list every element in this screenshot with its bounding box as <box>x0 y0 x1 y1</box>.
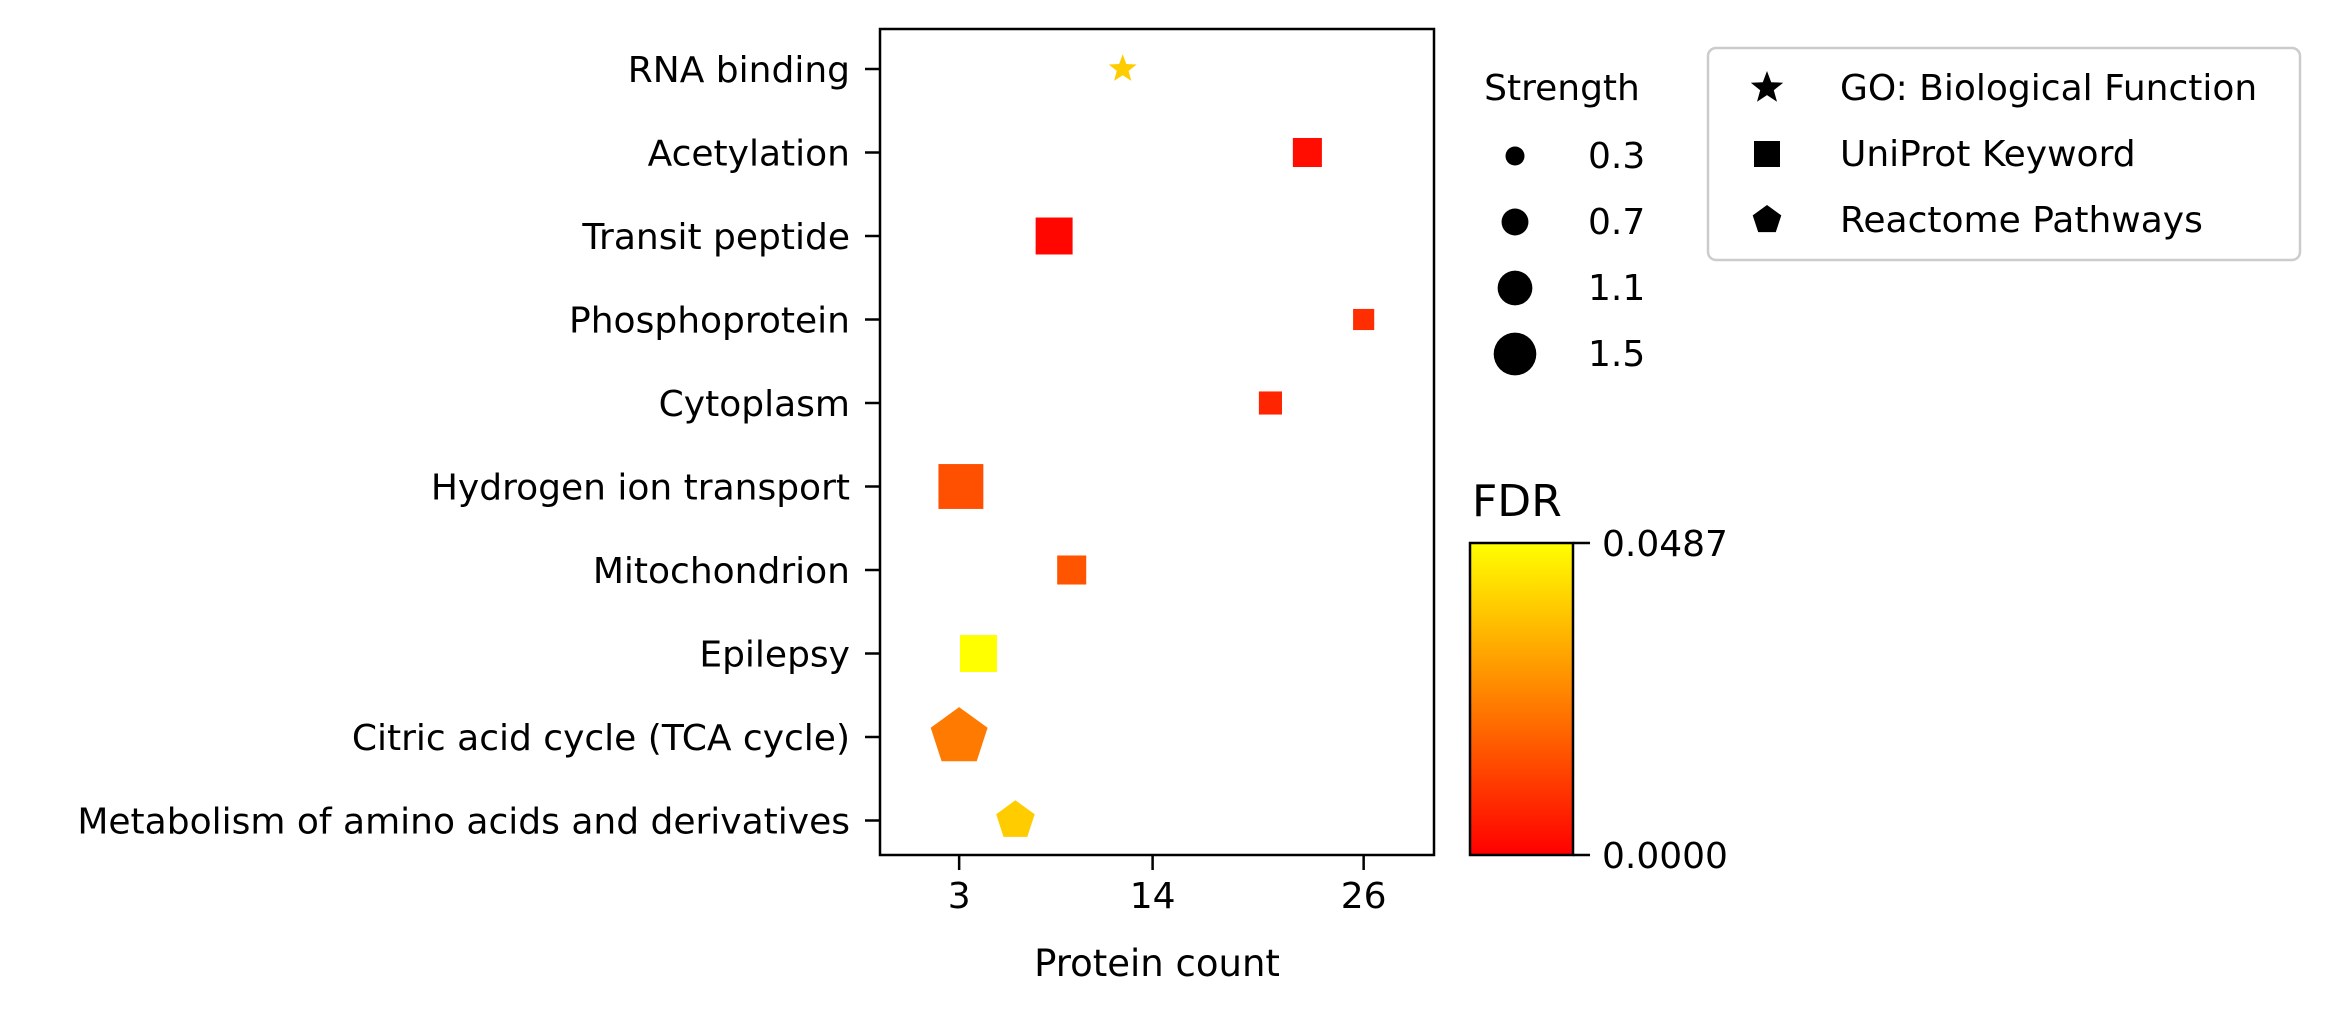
shape-legend-label-go-biological-function: GO: Biological Function <box>1840 68 2257 109</box>
y-tick-label-rna-binding: RNA binding <box>628 50 850 91</box>
point-rna-binding <box>1108 54 1137 81</box>
plot-frame <box>878 27 1436 857</box>
strength-legend: Strength 0.3 0.7 1.1 1.5 <box>1484 68 1645 376</box>
strength-legend-marker-1-1 <box>1497 270 1533 306</box>
strength-legend-marker-0-3 <box>1505 146 1525 166</box>
shape-legend-frame <box>1706 46 2302 262</box>
x-tick-label-26: 26 <box>1341 876 1387 917</box>
strength-legend-label-0-7: 0.7 <box>1588 202 1645 243</box>
strength-legend-label-1-5: 1.5 <box>1588 334 1645 375</box>
point-phosphoprotein <box>1353 308 1375 331</box>
shape-legend-marker-go-biological-function <box>1750 71 1784 102</box>
strength-legend-title: Strength <box>1484 68 1640 109</box>
strength-legend-marker-1-5 <box>1493 332 1537 376</box>
x-tick-label-3: 3 <box>948 876 971 917</box>
strength-legend-marker-0-7 <box>1501 208 1529 236</box>
shape-legend-marker-uniprot-keyword <box>1754 141 1780 167</box>
point-citric-acid-cycle-tca-cycle <box>930 707 988 762</box>
y-tick-label-hydrogen-ion-transport: Hydrogen ion transport <box>431 468 850 509</box>
colorbar-gradient <box>1468 541 1575 857</box>
point-mitochondrion <box>1057 555 1087 585</box>
colorbar-max-label: 0.0487 <box>1602 524 1728 565</box>
y-tick-label-mitochondrion: Mitochondrion <box>593 551 850 592</box>
y-tick-label-metabolism-of-amino-acids-and-derivatives: Metabolism of amino acids and derivative… <box>77 802 850 843</box>
colorbar-title: FDR <box>1472 476 1562 527</box>
y-tick-label-citric-acid-cycle-tca-cycle: Citric acid cycle (TCA cycle) <box>352 718 850 759</box>
x-tick-label-14: 14 <box>1130 876 1176 917</box>
point-metabolism-of-amino-acids-and-derivatives <box>996 800 1035 837</box>
point-transit-peptide <box>1035 217 1073 255</box>
strength-legend-label-1-1: 1.1 <box>1588 268 1645 309</box>
x-axis-label: Protein count <box>1034 942 1280 985</box>
point-hydrogen-ion-transport <box>938 464 984 509</box>
point-acetylation <box>1292 137 1322 168</box>
fdr-colorbar: FDR 0.0487 0.0000 <box>1468 476 1728 877</box>
point-epilepsy <box>960 635 997 672</box>
shape-legend-marker-reactome-pathways <box>1752 205 1782 233</box>
strength-legend-label-0-3: 0.3 <box>1588 136 1645 177</box>
colorbar-min-label: 0.0000 <box>1602 836 1728 877</box>
shape-legend-label-uniprot-keyword: UniProt Keyword <box>1840 134 2136 175</box>
shape-legend: GO: Biological Function UniProt Keyword Re… <box>1706 46 2302 262</box>
y-tick-label-cytoplasm: Cytoplasm <box>659 384 850 425</box>
y-tick-label-phosphoprotein: Phosphoprotein <box>569 301 850 342</box>
y-tick-label-epilepsy: Epilepsy <box>699 635 850 676</box>
y-tick-label-acetylation: Acetylation <box>648 134 850 175</box>
y-tick-label-transit-peptide: Transit peptide <box>581 217 850 258</box>
shape-legend-label-reactome-pathways: Reactome Pathways <box>1840 200 2203 241</box>
point-cytoplasm <box>1258 391 1282 415</box>
